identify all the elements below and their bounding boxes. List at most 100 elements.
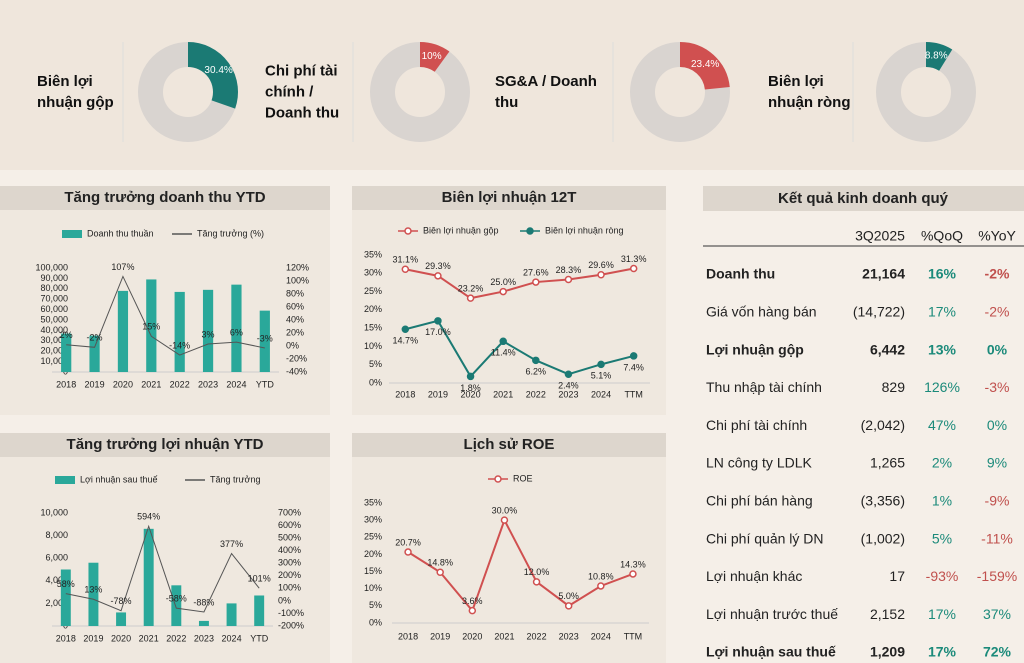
line: [66, 275, 265, 356]
value-label: -58%: [166, 594, 187, 604]
bar: [89, 335, 100, 372]
donut-segment: [187, 42, 238, 109]
row-yoy: 0%: [987, 417, 1007, 433]
marker: [597, 360, 605, 369]
marker: [434, 272, 442, 280]
value-label: 14.8%: [427, 558, 453, 568]
legend-marker: [404, 227, 412, 235]
row-label: Chi phí quản lý DN: [706, 530, 824, 546]
x-tick-label: 2022: [527, 631, 547, 641]
legend-label: Biên lợi nhuận gộp: [423, 225, 498, 235]
bar: [60, 569, 71, 626]
donut-label: 30.4%: [204, 65, 232, 76]
donut-label: 23.4%: [691, 59, 719, 70]
panel: [0, 433, 330, 663]
x-tick-label: 2024: [591, 631, 611, 641]
legend-label: ROE: [513, 473, 533, 483]
value-label: 28.3%: [556, 265, 582, 275]
table-title: Kết quả kinh doanh quý: [778, 190, 949, 207]
x-tick-label: 2022: [170, 379, 190, 389]
bar: [146, 279, 157, 372]
row-qoq: 47%: [928, 417, 956, 433]
panel-header: [352, 433, 666, 457]
value-label: -2%: [87, 333, 103, 343]
row-qoq: -93%: [926, 568, 959, 584]
x-tick-label: 2022: [166, 633, 186, 643]
x-tick-label: 2021: [493, 389, 513, 399]
row-qoq: 17%: [928, 644, 957, 660]
row-qoq: 17%: [928, 304, 956, 320]
value-label: 6%: [230, 327, 243, 337]
x-tick-label: 2019: [430, 631, 450, 641]
value-label: 3%: [202, 329, 215, 339]
panel-header: [352, 186, 666, 210]
row-label: Lợi nhuận trước thuế: [706, 606, 838, 622]
bar: [171, 585, 182, 626]
marker: [436, 568, 444, 577]
x-tick-label: 2019: [83, 633, 103, 643]
marker: [499, 287, 507, 296]
y2-tick-label: 20%: [286, 327, 304, 337]
value-label: 377%: [220, 539, 243, 549]
value-label: 25.0%: [490, 277, 516, 287]
row-value: 829: [882, 379, 906, 395]
row-yoy: -159%: [977, 568, 1017, 584]
row-label: Chi phí tài chính: [706, 417, 807, 433]
row-value: (1,002): [861, 530, 905, 546]
y2-tick-label: 500%: [278, 532, 301, 542]
legend-label: Tăng trưởng (%): [197, 228, 264, 238]
bar: [259, 310, 270, 372]
value-label: 7.4%: [623, 362, 644, 372]
donut-segment: [419, 42, 450, 73]
legend-swatch: [62, 230, 82, 238]
row-yoy: -11%: [981, 530, 1013, 546]
row-qoq: 2%: [932, 455, 952, 471]
line: [407, 517, 634, 613]
row-qoq: 16%: [928, 266, 957, 282]
donut-segment: [679, 42, 730, 91]
marker: [532, 278, 540, 286]
y-tick-label: 35%: [364, 249, 382, 259]
marker: [629, 570, 637, 578]
y-tick-label: 90,000: [40, 273, 68, 283]
y-tick-label: 5%: [369, 600, 382, 610]
value-label: 29.6%: [588, 260, 614, 270]
row-yoy: 0%: [987, 341, 1008, 357]
y-tick-label: 80,000: [40, 283, 68, 293]
legend-marker: [526, 227, 534, 235]
row-label: LN công ty LDLK: [706, 455, 812, 471]
value-label: 2.4%: [558, 381, 579, 391]
y-tick-label: 20,000: [40, 346, 68, 356]
value-label: -88%: [193, 597, 214, 607]
row-yoy: 37%: [983, 606, 1011, 622]
value-label: 27.6%: [523, 267, 549, 277]
legend-label: Doanh thu thuần: [87, 228, 154, 238]
bar: [143, 528, 154, 626]
panel: [352, 186, 666, 415]
marker: [564, 275, 573, 284]
panel-title: Tăng trưởng lợi nhuận YTD: [67, 436, 264, 453]
bar: [61, 333, 72, 372]
donut-title: SG&A / Doanh thu: [495, 73, 597, 111]
y2-tick-label: -200%: [278, 620, 304, 630]
line: [65, 524, 260, 613]
x-tick-label: 2020: [113, 379, 133, 389]
y-tick-label: 10,000: [40, 356, 68, 366]
value-label: 13%: [84, 585, 102, 595]
donut-title: Biên lợi nhuận ròng: [768, 73, 851, 111]
y-tick-label: 70,000: [40, 294, 68, 304]
panel-title: Lịch sử ROE: [464, 436, 555, 453]
row-value: (3,356): [861, 493, 905, 509]
panel: [0, 186, 330, 415]
legend-marker: [494, 475, 502, 483]
x-tick-label: YTD: [256, 379, 275, 389]
x-tick-label: 2020: [111, 633, 131, 643]
y2-tick-label: 80%: [286, 288, 304, 298]
row-qoq: 5%: [932, 530, 952, 546]
y-tick-label: 25%: [364, 532, 382, 542]
x-tick-label: 2018: [398, 631, 418, 641]
marker: [532, 356, 540, 365]
y2-tick-label: 100%: [286, 275, 309, 285]
